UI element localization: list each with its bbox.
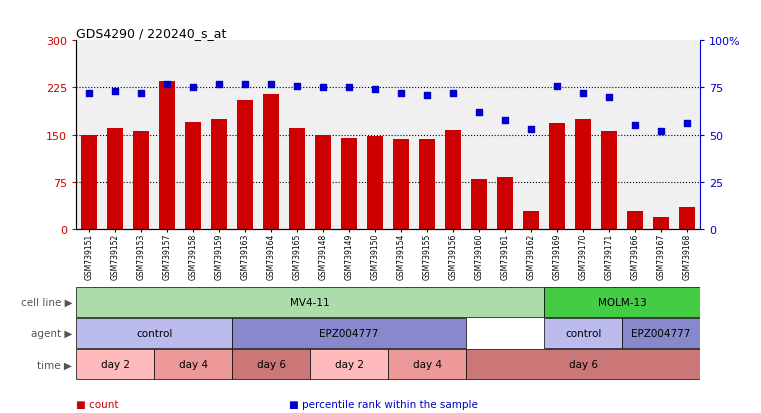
Bar — [544, 287, 700, 317]
Text: control: control — [136, 328, 172, 339]
Text: control: control — [565, 328, 601, 339]
Bar — [388, 349, 466, 379]
Bar — [154, 349, 232, 379]
Point — [265, 81, 277, 88]
Bar — [212, 120, 227, 229]
Point — [629, 123, 642, 129]
Text: cell line ▶: cell line ▶ — [21, 297, 72, 308]
Bar — [524, 212, 539, 229]
Point — [473, 109, 486, 116]
Text: MV4-11: MV4-11 — [290, 297, 330, 308]
Text: day 4: day 4 — [179, 359, 208, 370]
Point — [681, 121, 693, 127]
Bar — [186, 123, 201, 229]
Bar — [315, 135, 331, 229]
Text: day 2: day 2 — [100, 359, 129, 370]
Bar — [341, 138, 357, 229]
Bar — [368, 137, 383, 229]
Point — [525, 126, 537, 133]
Text: day 4: day 4 — [412, 359, 441, 370]
Point — [603, 94, 615, 101]
Point — [187, 85, 199, 92]
Bar — [653, 218, 669, 229]
Bar — [549, 124, 565, 229]
Text: EPZ004777: EPZ004777 — [632, 328, 691, 339]
Point — [83, 90, 95, 97]
Text: EPZ004777: EPZ004777 — [320, 328, 379, 339]
Text: time ▶: time ▶ — [37, 359, 72, 370]
Text: GDS4290 / 220240_s_at: GDS4290 / 220240_s_at — [76, 27, 227, 40]
Point — [343, 85, 355, 92]
Bar — [237, 101, 253, 229]
Point — [577, 90, 589, 97]
Bar — [263, 95, 279, 229]
Bar — [133, 132, 149, 229]
Bar — [497, 178, 513, 229]
Bar — [159, 82, 175, 229]
Point — [213, 81, 225, 88]
Point — [291, 83, 303, 90]
Bar — [445, 130, 461, 229]
Bar — [575, 120, 591, 229]
Bar — [544, 319, 622, 349]
Bar — [107, 129, 123, 229]
Text: MOLM-13: MOLM-13 — [597, 297, 647, 308]
Point — [551, 83, 563, 90]
Point — [499, 117, 511, 123]
Bar — [310, 349, 388, 379]
Point — [447, 90, 459, 97]
Text: agent ▶: agent ▶ — [31, 328, 72, 339]
Point — [395, 90, 407, 97]
Bar — [76, 287, 544, 317]
Point — [135, 90, 147, 97]
Bar — [232, 319, 466, 349]
Bar — [393, 140, 409, 229]
Bar — [419, 140, 435, 229]
Bar — [471, 179, 487, 229]
Bar — [76, 349, 154, 379]
Point — [369, 87, 381, 93]
Text: ■ count: ■ count — [76, 399, 119, 408]
Point — [161, 81, 174, 88]
Text: day 6: day 6 — [568, 359, 597, 370]
Bar — [232, 349, 310, 379]
Text: day 2: day 2 — [335, 359, 364, 370]
Bar — [81, 135, 97, 229]
Point — [317, 85, 330, 92]
Bar — [289, 129, 305, 229]
Point — [109, 89, 121, 95]
Text: day 6: day 6 — [256, 359, 285, 370]
Bar — [466, 349, 700, 379]
Bar — [622, 319, 700, 349]
Text: ■ percentile rank within the sample: ■ percentile rank within the sample — [289, 399, 478, 408]
Bar — [601, 132, 617, 229]
Point — [239, 81, 251, 88]
Point — [655, 128, 667, 135]
Bar — [680, 207, 695, 229]
Bar — [76, 319, 232, 349]
Point — [421, 93, 433, 99]
Bar — [627, 212, 643, 229]
